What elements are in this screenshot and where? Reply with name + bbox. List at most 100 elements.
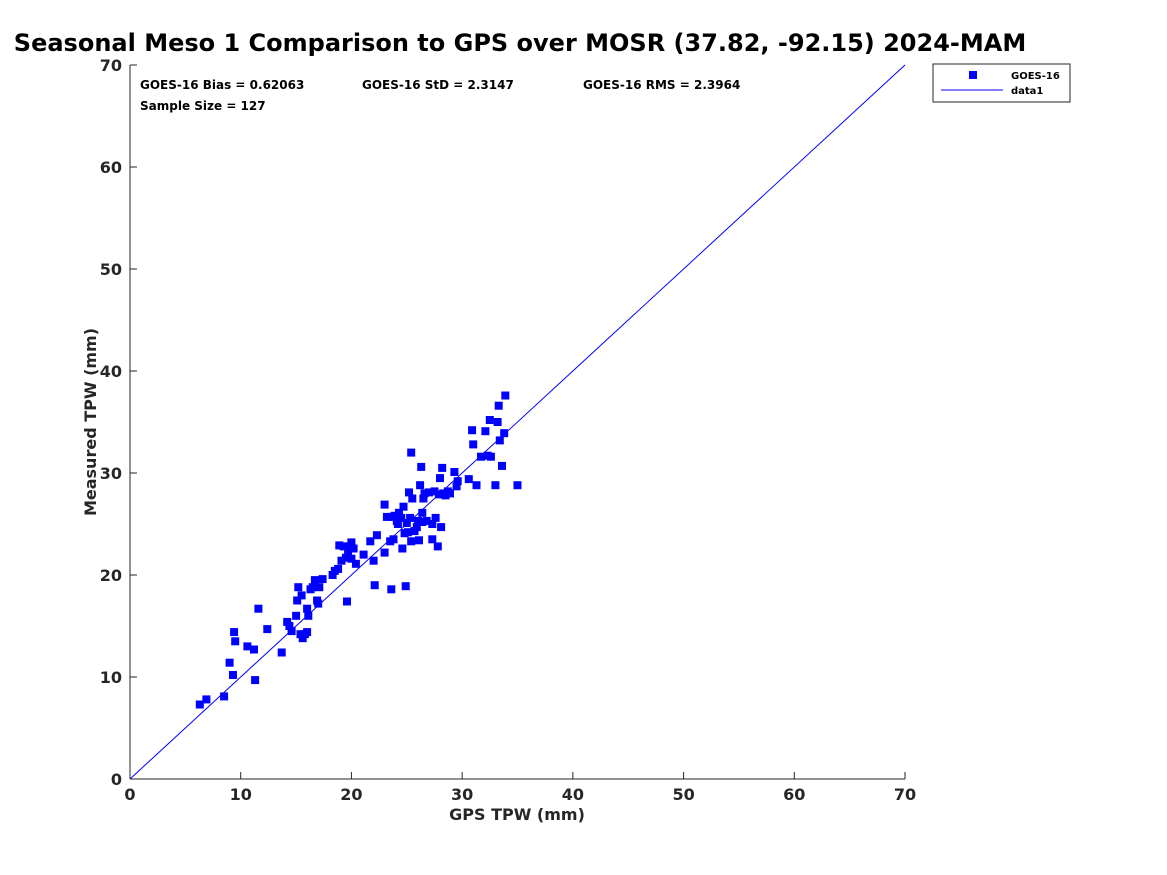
annotation-rms: GOES-16 RMS = 2.3964 — [583, 78, 740, 92]
data-point — [318, 575, 327, 584]
legend: GOES-16 data1 — [932, 63, 1071, 103]
data-point — [229, 671, 237, 679]
data-point — [477, 452, 485, 461]
data-point — [450, 468, 459, 476]
data-point — [293, 596, 302, 605]
data-point — [412, 523, 421, 532]
y-tick-label: 40 — [100, 362, 122, 381]
y-tick-label: 20 — [100, 566, 122, 585]
data-point — [292, 611, 301, 620]
data-point — [285, 622, 294, 630]
x-tick-label: 70 — [894, 785, 916, 804]
data-point — [498, 461, 506, 470]
data-point — [485, 416, 494, 424]
data-point — [401, 582, 410, 591]
data-point — [407, 537, 416, 546]
data-point — [493, 418, 502, 426]
data-point — [418, 508, 427, 517]
y-axis-label: Measured TPW (mm) — [81, 328, 100, 516]
data-point — [297, 591, 306, 600]
data-point — [315, 583, 324, 592]
data-point — [399, 502, 408, 511]
data-point — [335, 541, 344, 550]
series-line-data1 — [129, 64, 906, 780]
data-point — [351, 559, 360, 568]
data-point — [398, 544, 407, 553]
data-point — [334, 564, 343, 573]
y-tick-label: 30 — [100, 464, 122, 483]
data-point — [413, 516, 422, 525]
data-point — [251, 676, 260, 685]
data-point — [417, 462, 426, 471]
x-tick-label: 60 — [783, 785, 805, 804]
data-point — [393, 520, 402, 528]
data-point — [339, 542, 348, 551]
data-point — [380, 548, 389, 557]
data-point — [436, 474, 444, 483]
data-point — [390, 511, 399, 520]
data-point — [337, 556, 346, 565]
annotation-std: GOES-16 StD = 2.3147 — [362, 78, 514, 92]
data-point — [430, 487, 439, 496]
data-point — [446, 489, 454, 498]
data-point — [277, 648, 286, 657]
data-point — [250, 645, 258, 654]
data-point — [418, 518, 427, 526]
data-point — [341, 553, 350, 562]
data-point — [420, 489, 429, 498]
data-point — [328, 571, 337, 579]
data-point — [416, 481, 425, 490]
chart-title: Seasonal Meso 1 Comparison to GPS over M… — [14, 29, 1026, 57]
data-point — [380, 500, 389, 509]
data-point — [464, 475, 473, 484]
data-point — [254, 604, 263, 613]
data-point — [304, 611, 313, 620]
legend-marker-goes16 — [969, 71, 977, 79]
data-point — [424, 488, 433, 497]
data-point — [438, 463, 447, 472]
y-tick-label: 50 — [100, 260, 122, 279]
data-point — [453, 477, 462, 486]
data-point — [494, 401, 503, 410]
data-point — [303, 628, 312, 637]
data-point — [389, 535, 398, 544]
data-point — [405, 488, 413, 497]
x-axis-label: GPS TPW (mm) — [449, 805, 585, 824]
data-point — [359, 550, 368, 559]
x-tick-label: 0 — [124, 785, 135, 804]
data-point — [220, 692, 229, 701]
annotation-sample-size: Sample Size = 127 — [140, 99, 266, 113]
data-point — [230, 628, 239, 637]
x-tick-label: 30 — [451, 785, 473, 804]
data-point — [403, 528, 412, 537]
data-point — [433, 542, 442, 551]
data-point — [422, 516, 431, 525]
data-point — [231, 637, 240, 646]
data-point — [370, 581, 379, 590]
annotation-bias: GOES-16 Bias = 0.62063 — [140, 78, 304, 92]
y-tick-label: 10 — [100, 668, 122, 687]
x-tick-label: 10 — [230, 785, 252, 804]
data-point — [347, 554, 356, 563]
data-point — [382, 512, 391, 521]
data-point — [225, 658, 234, 667]
data-point — [481, 427, 490, 436]
data-point — [387, 585, 396, 594]
data-point — [395, 508, 403, 517]
data-point — [308, 583, 317, 592]
data-point — [491, 481, 500, 490]
data-point — [366, 537, 375, 546]
data-point — [283, 617, 292, 626]
data-point — [513, 481, 522, 490]
x-tick-label: 40 — [562, 785, 584, 804]
scatter-markers-goes16 — [195, 391, 522, 709]
data-point — [452, 482, 461, 491]
data-point — [468, 426, 477, 435]
data-point — [434, 490, 443, 499]
data-point — [195, 700, 204, 709]
data-point — [408, 494, 417, 503]
y-tick-label: 70 — [100, 56, 122, 75]
data-point — [500, 429, 509, 438]
data-point — [419, 494, 428, 503]
